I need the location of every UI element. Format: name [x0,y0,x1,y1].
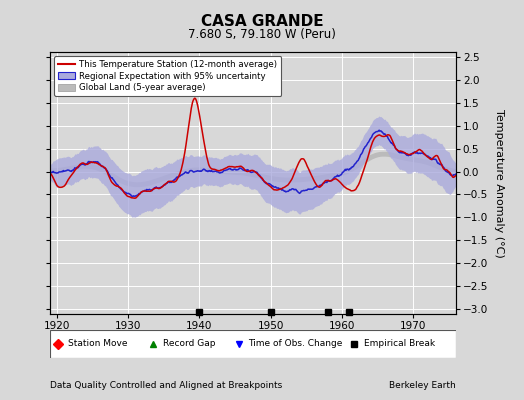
Text: Data Quality Controlled and Aligned at Breakpoints: Data Quality Controlled and Aligned at B… [50,381,282,390]
Text: Station Move: Station Move [68,340,127,348]
Text: Berkeley Earth: Berkeley Earth [389,381,456,390]
Legend: This Temperature Station (12-month average), Regional Expectation with 95% uncer: This Temperature Station (12-month avera… [54,56,281,96]
Text: Time of Obs. Change: Time of Obs. Change [248,340,342,348]
Text: 7.680 S, 79.180 W (Peru): 7.680 S, 79.180 W (Peru) [188,28,336,41]
FancyBboxPatch shape [50,330,456,358]
Text: CASA GRANDE: CASA GRANDE [201,14,323,29]
Text: Empirical Break: Empirical Break [364,340,435,348]
Text: Record Gap: Record Gap [162,340,215,348]
Y-axis label: Temperature Anomaly (°C): Temperature Anomaly (°C) [494,109,504,257]
